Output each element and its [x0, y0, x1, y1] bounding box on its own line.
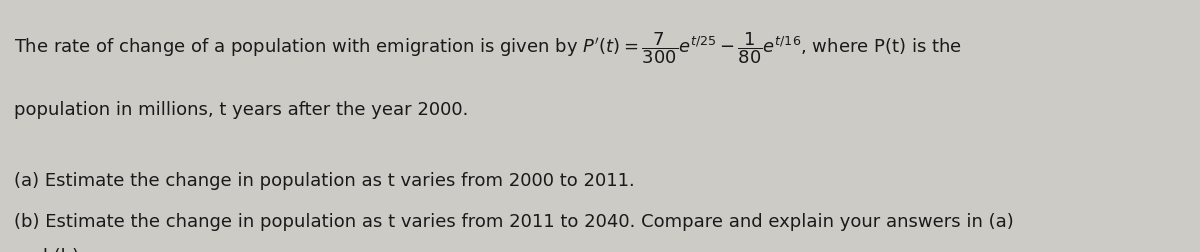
Text: (a) Estimate the change in population as t varies from 2000 to 2011.: (a) Estimate the change in population as… [14, 171, 635, 189]
Text: (b) Estimate the change in population as t varies from 2011 to 2040. Compare and: (b) Estimate the change in population as… [14, 212, 1014, 230]
Text: The rate of change of a population with emigration is given by $P'(t) = \dfrac{7: The rate of change of a population with … [14, 30, 962, 66]
Text: population in millions, t years after the year 2000.: population in millions, t years after th… [14, 101, 469, 119]
Text: and (b).: and (b). [14, 247, 85, 252]
